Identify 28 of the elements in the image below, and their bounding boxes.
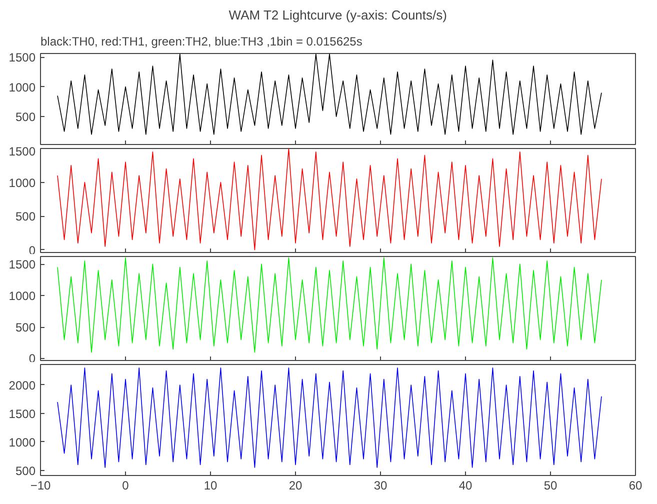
x-tick-label: 20	[288, 478, 302, 492]
y-tick-label: 1000	[8, 289, 36, 304]
x-tick-label: 40	[458, 478, 472, 492]
x-tick-label: 60	[628, 478, 642, 492]
line-series	[57, 368, 602, 468]
line-series	[57, 257, 602, 353]
x-tick-label: 50	[544, 478, 558, 492]
y-tick-label: 1500	[8, 144, 36, 158]
x-tick-label: 30	[374, 478, 388, 492]
line-series	[57, 148, 602, 250]
y-tick-label: 500	[15, 210, 36, 224]
y-tick-label: 500	[15, 110, 36, 124]
y-tick-label: 2000	[8, 378, 36, 392]
y-tick-label: 1500	[8, 258, 36, 272]
y-tick-label: 1000	[8, 176, 36, 190]
y-tick-label: 1000	[8, 80, 36, 94]
y-tick-label: 500	[15, 464, 36, 478]
y-tick-label: 0	[28, 243, 36, 258]
x-tick-label: 0	[122, 478, 130, 492]
x-tick-label: −10	[30, 478, 52, 492]
chart-subtitle: black:TH0, red:TH1, green:TH2, blue:TH3 ,1bin = 0.015625s	[40, 34, 362, 48]
y-tick-label: 1500	[8, 406, 36, 421]
y-tick-label: 1000	[8, 435, 36, 450]
x-tick-label: 10	[204, 478, 218, 492]
chart-title: WAM T2 Lightcurve (y-axis: Counts/s)	[228, 8, 447, 22]
y-tick-label: 1500	[8, 50, 36, 65]
line-series	[57, 54, 602, 135]
y-tick-label: 500	[15, 320, 36, 335]
